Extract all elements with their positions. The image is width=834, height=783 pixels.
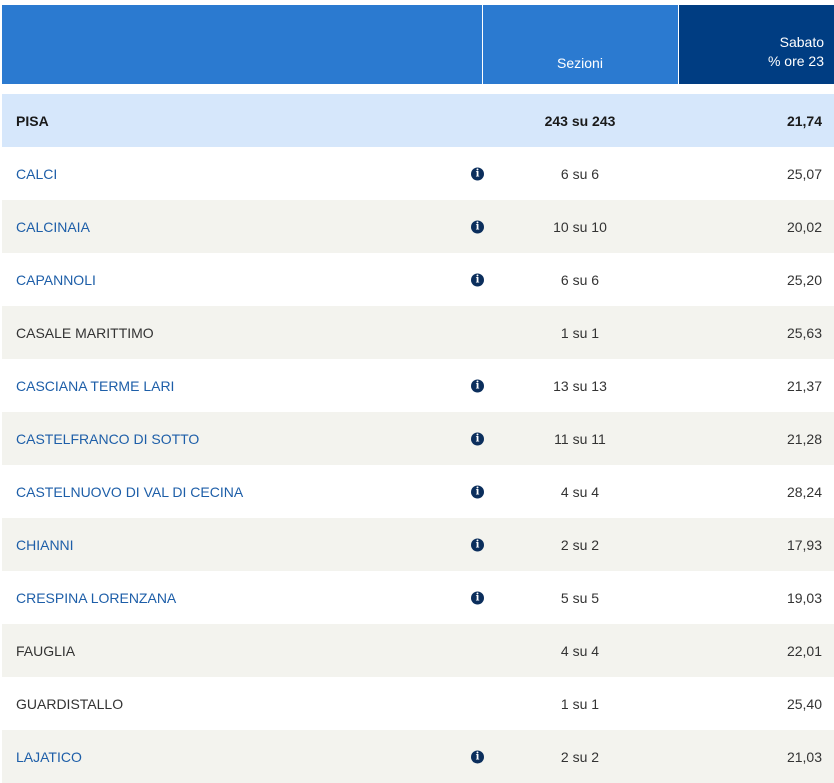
- turnout-value-cell: 17,93: [678, 518, 834, 571]
- table-row: GUARDISTALLO 1 su 1 25,40: [2, 677, 834, 730]
- sezioni-cell: 4 su 4: [482, 624, 678, 677]
- municipality-cell: CALCINAIA i: [2, 200, 484, 253]
- table-row: CASCIANA TERME LARI i 13 su 13 21,37: [2, 359, 834, 412]
- municipality-link[interactable]: CASCIANA TERME LARI: [16, 377, 175, 394]
- turnout-value-cell: 21,28: [678, 412, 834, 465]
- total-value: 21,74: [678, 94, 834, 147]
- sezioni-cell: 13 su 13: [553, 377, 607, 394]
- table-row: CHIANNI i 2 su 2 17,93: [2, 518, 834, 571]
- municipality-cell: CHIANNI i: [2, 518, 484, 571]
- turnout-value-cell: 25,07: [786, 165, 822, 182]
- municipality-name: CASALE MARITTIMO: [16, 324, 154, 341]
- municipality-cell: GUARDISTALLO: [2, 677, 482, 730]
- info-circle-icon[interactable]: i: [471, 167, 484, 180]
- sezioni-cell: 6 su 6: [560, 271, 600, 288]
- municipality-cell: FAUGLIA: [2, 624, 482, 677]
- municipality-link[interactable]: CASTELNUOVO DI VAL DI CECINA: [16, 483, 244, 500]
- sezioni-cell: 4 su 4: [560, 483, 600, 500]
- turnout-value-cell: 21,03: [678, 730, 834, 783]
- table-row: CAPANNOLI i 6 su 6 25,20: [2, 253, 834, 306]
- table-header-row: Sezioni Sabato % ore 23: [2, 5, 834, 84]
- info-circle-icon[interactable]: i: [471, 379, 484, 392]
- table-row: CASALE MARITTIMO 1 su 1 25,63: [2, 306, 834, 359]
- info-circle-icon[interactable]: i: [471, 538, 484, 551]
- info-circle-icon[interactable]: i: [471, 220, 484, 233]
- sezioni-cell: 2 su 2: [482, 730, 678, 783]
- info-circle-icon[interactable]: i: [471, 591, 484, 604]
- table-row: FAUGLIA 4 su 4 22,01: [2, 624, 834, 677]
- municipality-cell: CASTELNUOVO DI VAL DI CECINA i: [2, 465, 484, 518]
- info-circle-icon[interactable]: i: [471, 273, 484, 286]
- sezioni-cell: 1 su 1: [560, 695, 600, 712]
- municipality-cell: LAJATICO i: [2, 730, 484, 783]
- sezioni-cell: 10 su 10: [482, 200, 678, 253]
- table-row: CASTELFRANCO DI SOTTO i 11 su 11 21,28: [2, 412, 834, 465]
- header-turnout: Sabato % ore 23: [678, 5, 834, 84]
- header-day: Sabato: [779, 34, 824, 50]
- municipality-name: FAUGLIA: [16, 642, 76, 659]
- table-row: LAJATICO i 2 su 2 21,03: [2, 730, 834, 783]
- info-circle-icon[interactable]: i: [471, 750, 484, 763]
- municipality-link[interactable]: LAJATICO: [16, 748, 82, 765]
- municipality-cell: CALCI i: [2, 147, 484, 200]
- header-municipality-cell: [2, 5, 483, 84]
- municipality-cell: CRESPINA LORENZANA i: [2, 571, 484, 624]
- info-circle-icon[interactable]: i: [471, 485, 484, 498]
- header-time: % ore 23: [767, 53, 824, 69]
- turnout-value-cell: 28,24: [786, 483, 822, 500]
- municipality-cell: CASALE MARITTIMO: [2, 306, 482, 359]
- sezioni-cell: 1 su 1: [482, 306, 678, 359]
- municipality-link[interactable]: CHIANNI: [16, 536, 74, 553]
- turnout-value-cell: 19,03: [786, 589, 822, 606]
- total-row: PISA 243 su 243 21,74: [2, 94, 834, 147]
- sezioni-cell: 6 su 6: [560, 165, 600, 182]
- municipality-link[interactable]: CAPANNOLI: [16, 271, 96, 288]
- municipality-link[interactable]: CASTELFRANCO DI SOTTO: [16, 430, 200, 447]
- municipality-link[interactable]: CALCINAIA: [16, 218, 90, 235]
- sezioni-cell: 2 su 2: [482, 518, 678, 571]
- municipality-name: GUARDISTALLO: [16, 695, 124, 712]
- municipality-link[interactable]: CRESPINA LORENZANA: [16, 589, 177, 606]
- turnout-value-cell: 25,63: [678, 306, 834, 359]
- total-sezioni: 243 su 243: [482, 94, 678, 147]
- turnout-table: Sezioni Sabato % ore 23 PISA 243 su 243 …: [2, 5, 834, 783]
- municipality-cell: CASTELFRANCO DI SOTTO i: [2, 412, 484, 465]
- sezioni-cell: 5 su 5: [560, 589, 600, 606]
- sezioni-cell: 11 su 11: [482, 412, 678, 465]
- table-row: CALCINAIA i 10 su 10 20,02: [2, 200, 834, 253]
- municipality-link[interactable]: CALCI: [16, 165, 58, 182]
- turnout-value-cell: 25,40: [786, 695, 822, 712]
- total-name: PISA: [2, 94, 482, 147]
- municipality-cell: CAPANNOLI i: [2, 253, 484, 306]
- header-sezioni: Sezioni: [482, 5, 679, 84]
- table-row: CRESPINA LORENZANA i 5 su 5 19,03: [2, 571, 834, 624]
- table-row: CASTELNUOVO DI VAL DI CECINA i 4 su 4 28,24: [2, 465, 834, 518]
- table-row: CALCI i 6 su 6 25,07: [2, 147, 834, 200]
- municipality-cell: CASCIANA TERME LARI i: [2, 359, 484, 412]
- turnout-value-cell: 20,02: [678, 200, 834, 253]
- info-circle-icon[interactable]: i: [471, 432, 484, 445]
- turnout-value-cell: 25,20: [786, 271, 822, 288]
- turnout-value-cell: 22,01: [678, 624, 834, 677]
- turnout-value-cell: 21,37: [786, 377, 822, 394]
